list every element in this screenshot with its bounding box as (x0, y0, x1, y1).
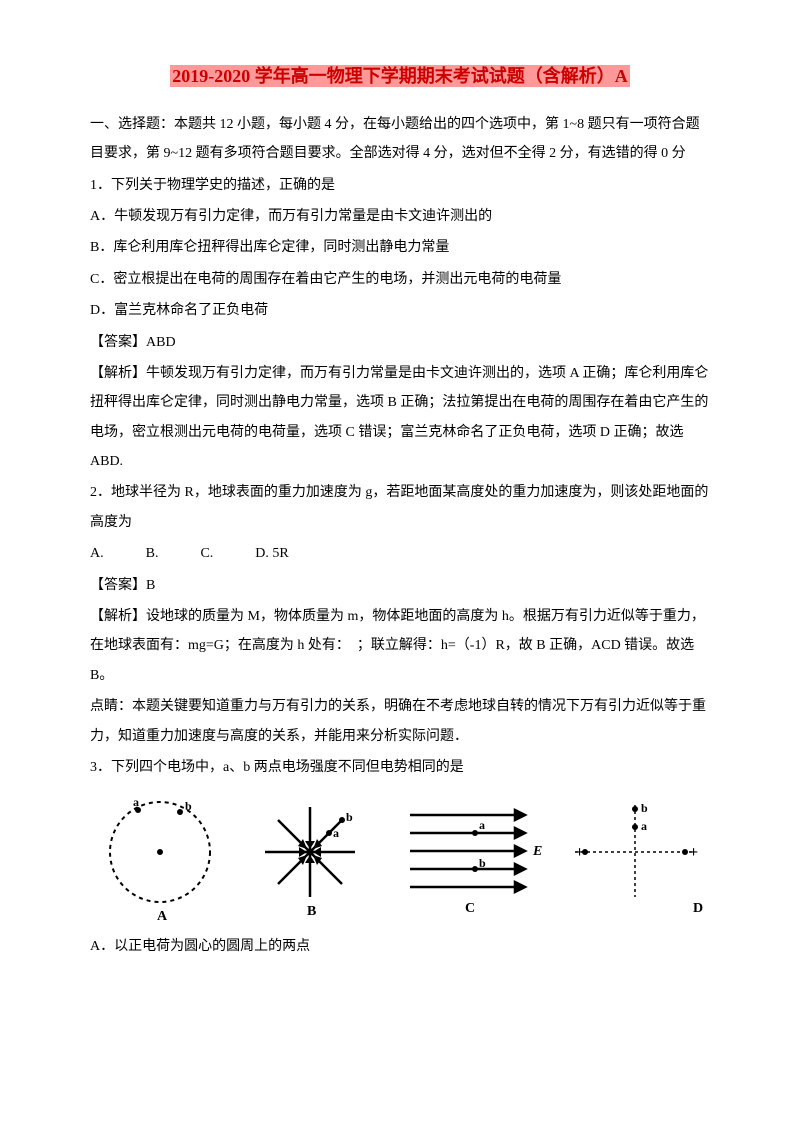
q3-opt-a: A．以正电荷为圆心的圆周上的两点 (90, 932, 710, 961)
svg-text:a: a (479, 818, 485, 832)
svg-text:b: b (185, 799, 192, 813)
q1-opt-b: B．库仑利用库仑扭秤得出库仑定律，同时测出静电力常量 (90, 233, 710, 262)
svg-text:A: A (157, 909, 168, 922)
svg-text:+: + (689, 844, 698, 861)
q2-text: 2．地球半径为 R，地球表面的重力加速度为 g，若距地面某高度处的重力加速度为，… (90, 478, 710, 537)
explanation-1: 【解析】牛顿发现万有引力定律，而万有引力常量是由卡文迪许测出的，选项 A 正确；… (90, 359, 710, 477)
svg-text:b: b (479, 856, 486, 870)
answer-1: 【答案】ABD (90, 328, 710, 357)
q1-opt-a: A．牛顿发现万有引力定律，而万有引力常量是由卡文迪许测出的 (90, 202, 710, 231)
diagram-b: a b B (245, 797, 375, 917)
svg-text:D: D (693, 901, 703, 916)
svg-text:E: E (532, 844, 542, 859)
answer-2: 【答案】B (90, 571, 710, 600)
q1-text: 1．下列关于物理学史的描述，正确的是 (90, 171, 710, 200)
q3-text: 3．下列四个电场中，a、b 两点电场强度不同但电势相同的是 (90, 753, 710, 782)
instructions: 一、选择题：本题共 12 小题，每小题 4 分，在每小题给出的四个选项中，第 1… (90, 110, 710, 169)
svg-text:a: a (641, 819, 647, 833)
diagram-c: a b E C (395, 797, 545, 917)
q2-options: A. B. C. D. 5R (90, 539, 710, 568)
svg-text:b: b (346, 810, 353, 824)
q1-opt-d: D．富兰克林命名了正负电荷 (90, 296, 710, 325)
q1-opt-c: C．密立根提出在电荷的周围存在着由它产生的电场，并测出元电荷的电荷量 (90, 265, 710, 294)
svg-text:a: a (133, 795, 139, 809)
svg-text:B: B (307, 904, 316, 917)
svg-text:b: b (641, 801, 648, 815)
explanation-2: 【解析】设地球的质量为 M，物体质量为 m，物体距地面的高度为 h。根据万有引力… (90, 602, 710, 690)
diagram-d: + + a b D (565, 797, 705, 917)
q3-diagrams: a b A a b B (90, 792, 710, 922)
svg-text:a: a (333, 826, 339, 840)
svg-text:C: C (465, 901, 475, 916)
note-2: 点睛：本题关键要知道重力与万有引力的关系，明确在不考虑地球自转的情况下万有引力近… (90, 692, 710, 751)
page-title: 2019-2020 学年高一物理下学期期末考试试题（含解析）A (90, 58, 710, 96)
diagram-a: a b A (95, 792, 225, 922)
